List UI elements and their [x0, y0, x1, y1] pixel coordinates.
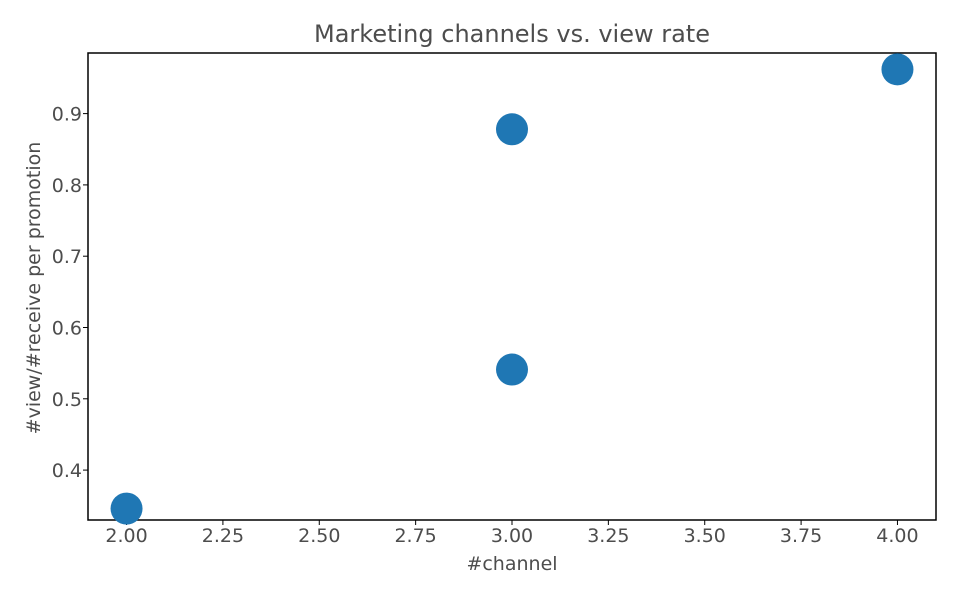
y-axis-label: #view/#receive per promotion: [23, 142, 45, 435]
y-tick-label: 0.8: [52, 175, 82, 197]
data-point: [496, 353, 528, 386]
x-tick-label: 2.75: [394, 525, 436, 547]
data-point: [881, 53, 914, 86]
data-point: [110, 492, 143, 525]
chart-title: Marketing channels vs. view rate: [314, 20, 710, 48]
y-tick-label: 0.7: [52, 246, 82, 268]
x-tick-label: 3.75: [780, 525, 822, 547]
y-tick-label: 0.9: [52, 104, 82, 126]
x-tick-label: 2.25: [202, 525, 244, 547]
y-axis-ticks: 0.4 0.5 0.6 0.7 0.8 0.9: [52, 104, 88, 482]
scatter-points: [110, 53, 914, 525]
x-tick-label: 2.00: [105, 525, 147, 547]
x-axis-label: #channel: [466, 553, 557, 575]
y-tick-label: 0.5: [52, 389, 82, 411]
x-tick-label: 2.50: [298, 525, 340, 547]
data-point: [496, 113, 528, 146]
x-tick-label: 3.00: [491, 525, 533, 547]
x-tick-label: 3.25: [587, 525, 629, 547]
y-tick-label: 0.4: [52, 460, 82, 482]
x-axis-ticks: 2.00 2.25 2.50 2.75 3.00 3.25 3.50 3.75 4.00: [105, 520, 919, 547]
y-tick-label: 0.6: [52, 317, 82, 339]
x-tick-label: 3.50: [684, 525, 726, 547]
x-tick-label: 4.00: [876, 525, 918, 547]
